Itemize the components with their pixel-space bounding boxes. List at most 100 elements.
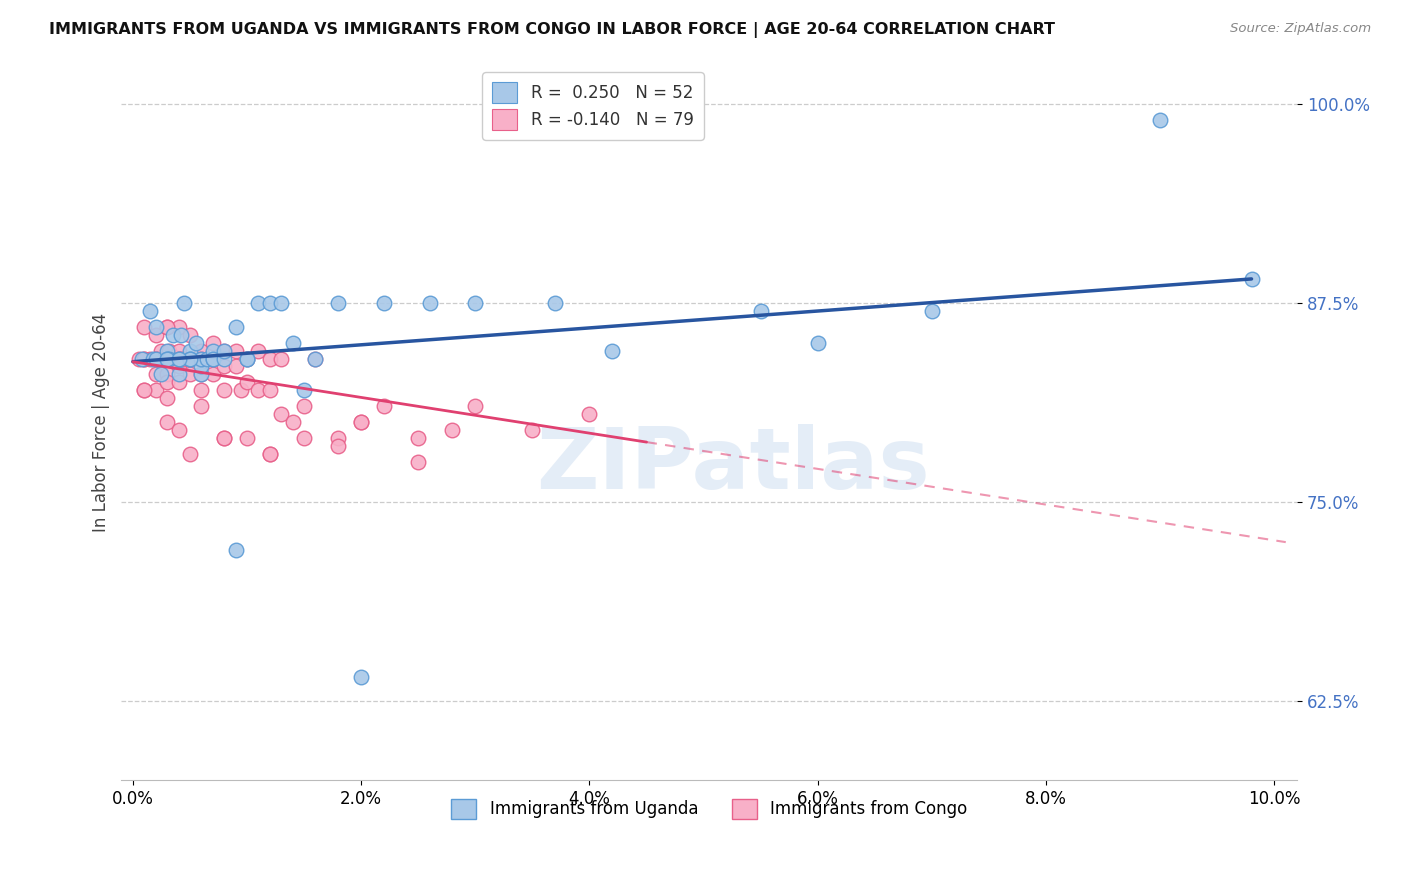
Point bbox=[259, 351, 281, 366]
Point bbox=[179, 351, 201, 366]
Point bbox=[167, 343, 190, 358]
Point bbox=[201, 351, 224, 366]
Point bbox=[190, 343, 212, 358]
Point bbox=[236, 351, 259, 366]
Point bbox=[145, 327, 167, 342]
Point bbox=[134, 384, 156, 398]
Point bbox=[350, 415, 373, 429]
Point bbox=[236, 376, 259, 390]
Point bbox=[201, 351, 224, 366]
Point bbox=[212, 384, 235, 398]
Point bbox=[1149, 112, 1171, 127]
Point bbox=[170, 327, 193, 342]
Point bbox=[173, 295, 195, 310]
Point bbox=[156, 343, 179, 358]
Point bbox=[225, 343, 247, 358]
Point bbox=[179, 351, 201, 366]
Point bbox=[156, 351, 179, 366]
Point bbox=[247, 295, 270, 310]
Point bbox=[225, 359, 247, 374]
Point bbox=[292, 399, 315, 413]
Point bbox=[406, 431, 429, 445]
Point bbox=[212, 431, 235, 445]
Point bbox=[156, 392, 179, 406]
Point bbox=[184, 335, 207, 350]
Text: ZIPatlas: ZIPatlas bbox=[536, 424, 929, 507]
Point bbox=[201, 335, 224, 350]
Point bbox=[179, 351, 201, 366]
Point bbox=[328, 431, 350, 445]
Point bbox=[167, 351, 190, 366]
Point bbox=[201, 351, 224, 366]
Point bbox=[190, 384, 212, 398]
Point bbox=[373, 399, 395, 413]
Point bbox=[167, 423, 190, 437]
Point bbox=[212, 343, 235, 358]
Point bbox=[201, 343, 224, 358]
Point bbox=[212, 343, 235, 358]
Point bbox=[212, 359, 235, 374]
Point bbox=[167, 368, 190, 382]
Point bbox=[419, 295, 441, 310]
Point bbox=[373, 295, 395, 310]
Point bbox=[464, 399, 486, 413]
Point bbox=[181, 351, 204, 366]
Point bbox=[167, 351, 190, 366]
Text: IMMIGRANTS FROM UGANDA VS IMMIGRANTS FROM CONGO IN LABOR FORCE | AGE 20-64 CORRE: IMMIGRANTS FROM UGANDA VS IMMIGRANTS FRO… bbox=[49, 22, 1056, 38]
Point bbox=[139, 303, 162, 318]
Point bbox=[145, 351, 167, 366]
Point bbox=[350, 670, 373, 684]
Point bbox=[190, 351, 212, 366]
Point bbox=[190, 368, 212, 382]
Point bbox=[304, 351, 326, 366]
Point bbox=[247, 384, 270, 398]
Point bbox=[190, 359, 212, 374]
Point bbox=[195, 351, 218, 366]
Point bbox=[134, 384, 156, 398]
Point bbox=[292, 431, 315, 445]
Point bbox=[167, 376, 190, 390]
Point bbox=[270, 295, 292, 310]
Point bbox=[236, 351, 259, 366]
Point bbox=[157, 351, 180, 366]
Point bbox=[259, 447, 281, 461]
Point bbox=[167, 319, 190, 334]
Point bbox=[231, 384, 253, 398]
Point bbox=[179, 351, 201, 366]
Point bbox=[131, 351, 153, 366]
Point bbox=[441, 423, 464, 437]
Point bbox=[167, 351, 190, 366]
Point bbox=[259, 295, 281, 310]
Point bbox=[134, 351, 156, 366]
Point bbox=[807, 335, 830, 350]
Point bbox=[142, 351, 165, 366]
Point bbox=[328, 439, 350, 453]
Point bbox=[190, 368, 212, 382]
Point bbox=[156, 376, 179, 390]
Point bbox=[156, 319, 179, 334]
Point bbox=[259, 447, 281, 461]
Point bbox=[195, 351, 218, 366]
Point bbox=[179, 327, 201, 342]
Point bbox=[139, 351, 162, 366]
Point bbox=[190, 399, 212, 413]
Point bbox=[150, 343, 173, 358]
Text: Source: ZipAtlas.com: Source: ZipAtlas.com bbox=[1230, 22, 1371, 36]
Point bbox=[281, 415, 304, 429]
Point bbox=[544, 295, 567, 310]
Point bbox=[162, 351, 184, 366]
Point bbox=[281, 335, 304, 350]
Point bbox=[134, 319, 156, 334]
Point bbox=[179, 447, 201, 461]
Point bbox=[600, 343, 623, 358]
Point bbox=[212, 351, 235, 366]
Point bbox=[225, 319, 247, 334]
Point bbox=[179, 368, 201, 382]
Y-axis label: In Labor Force | Age 20-64: In Labor Force | Age 20-64 bbox=[93, 312, 110, 532]
Point bbox=[304, 351, 326, 366]
Point bbox=[145, 351, 167, 366]
Point bbox=[1240, 272, 1263, 286]
Point bbox=[173, 351, 195, 366]
Point bbox=[270, 351, 292, 366]
Point bbox=[150, 368, 173, 382]
